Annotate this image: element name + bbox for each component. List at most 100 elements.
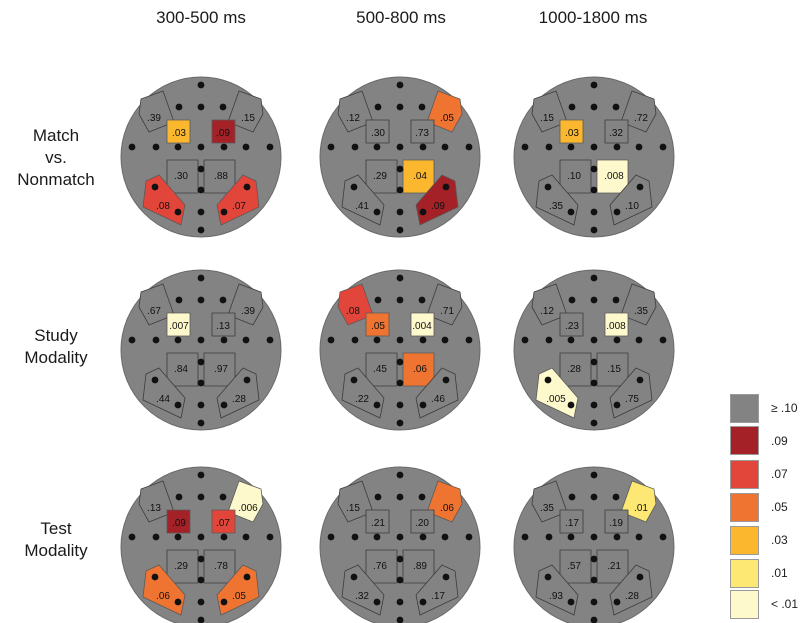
region-lp bbox=[559, 549, 592, 584]
electrode-dot bbox=[327, 336, 335, 344]
region-value-label: .28 bbox=[232, 394, 246, 405]
region-value-label: .29 bbox=[373, 171, 387, 182]
region-value-label: .21 bbox=[607, 561, 621, 572]
region-value-label: .32 bbox=[355, 591, 369, 602]
electrode-dot bbox=[396, 576, 404, 584]
electrode-dot bbox=[174, 533, 182, 541]
electrode-dot bbox=[613, 533, 621, 541]
region-value-label: .08 bbox=[156, 201, 170, 212]
electrode-dot bbox=[396, 336, 404, 344]
row-label-line: Study bbox=[34, 326, 78, 345]
electrode-dot bbox=[590, 296, 598, 304]
electrode-dot bbox=[544, 376, 552, 384]
legend-swatch-07 bbox=[730, 460, 759, 489]
electrode-dot bbox=[174, 208, 182, 216]
region-rc bbox=[410, 312, 435, 337]
electrode-dot bbox=[545, 533, 553, 541]
scalp-map: .12 .35 .23 .008 .28 .15 .005 .75 bbox=[513, 269, 675, 431]
electrode-dot bbox=[197, 296, 205, 304]
electrode-dot bbox=[396, 143, 404, 151]
region-value-label: .05 bbox=[232, 591, 246, 602]
electrode-dot bbox=[174, 336, 182, 344]
electrode-dot bbox=[590, 208, 598, 216]
scalp-map: .08 .71 .05 .004 .45 .06 .22 .46 bbox=[319, 269, 481, 431]
electrode-dot bbox=[396, 533, 404, 541]
electrode-dot bbox=[197, 576, 205, 584]
electrode-dot bbox=[567, 401, 575, 409]
electrode-dot bbox=[568, 493, 576, 501]
region-lp bbox=[166, 549, 199, 584]
electrode-dot bbox=[373, 401, 381, 409]
row-label-line: Modality bbox=[24, 541, 88, 560]
region-rc bbox=[211, 509, 236, 534]
electrode-dot bbox=[396, 401, 404, 409]
row-label-line: Test bbox=[40, 519, 72, 538]
region-la bbox=[337, 480, 374, 523]
region-value-label: .10 bbox=[567, 171, 581, 182]
region-rc bbox=[211, 119, 236, 144]
region-lc bbox=[559, 509, 584, 534]
region-value-label: .23 bbox=[565, 321, 579, 332]
region-value-label: .17 bbox=[431, 591, 445, 602]
region-value-label: .03 bbox=[172, 128, 186, 139]
electrode-dot bbox=[442, 183, 450, 191]
electrode-dot bbox=[590, 533, 598, 541]
electrode-dot bbox=[545, 336, 553, 344]
region-ra bbox=[227, 283, 264, 326]
electrode-dot bbox=[350, 573, 358, 581]
region-la bbox=[531, 480, 568, 523]
region-value-label: .41 bbox=[355, 201, 369, 212]
legend-swatch-lt01 bbox=[730, 590, 759, 619]
electrode-dot bbox=[220, 208, 228, 216]
region-value-label: .35 bbox=[540, 503, 554, 514]
electrode-dot bbox=[220, 598, 228, 606]
electrode-dot bbox=[612, 103, 620, 111]
electrode-dot bbox=[590, 274, 598, 282]
region-value-label: .21 bbox=[371, 518, 385, 529]
region-lp bbox=[559, 159, 592, 194]
region-value-label: .15 bbox=[540, 113, 554, 124]
region-value-label: .39 bbox=[241, 306, 255, 317]
region-value-label: .22 bbox=[355, 394, 369, 405]
region-value-label: .28 bbox=[567, 364, 581, 375]
electrode-dot bbox=[612, 296, 620, 304]
electrode-dot bbox=[613, 401, 621, 409]
electrode-dot bbox=[442, 376, 450, 384]
region-rc bbox=[410, 119, 435, 144]
region-value-label: .008 bbox=[606, 321, 626, 332]
electrode-dot bbox=[266, 533, 274, 541]
electrode-dot bbox=[590, 358, 598, 366]
electrode-dot bbox=[590, 419, 598, 427]
electrode-dot bbox=[590, 598, 598, 606]
region-value-label: .07 bbox=[232, 201, 246, 212]
region-la bbox=[337, 90, 374, 133]
legend-swatch-ns bbox=[730, 394, 759, 423]
region-value-label: .44 bbox=[156, 394, 170, 405]
region-ra bbox=[227, 90, 264, 133]
region-value-label: .71 bbox=[440, 306, 454, 317]
scalp-map: .39 .15 .03 .09 .30 .88 .08 .07 bbox=[120, 76, 282, 238]
electrode-dot bbox=[152, 143, 160, 151]
row-label-line: Match bbox=[32, 126, 80, 145]
row-label-study-modality: Study Modality bbox=[0, 325, 112, 369]
region-value-label: .30 bbox=[174, 171, 188, 182]
legend-label-ns: ≥ .10 bbox=[771, 401, 798, 415]
electrode-dot bbox=[521, 143, 529, 151]
electrode-dot bbox=[373, 143, 381, 151]
region-value-label: .15 bbox=[241, 113, 255, 124]
electrode-dot bbox=[396, 419, 404, 427]
electrode-dot bbox=[419, 401, 427, 409]
electrode-dot bbox=[152, 533, 160, 541]
region-value-label: .05 bbox=[440, 113, 454, 124]
electrode-dot bbox=[590, 493, 598, 501]
electrode-dot bbox=[197, 81, 205, 89]
electrode-dot bbox=[613, 598, 621, 606]
electrode-dot bbox=[396, 358, 404, 366]
electrode-dot bbox=[635, 533, 643, 541]
electrode-dot bbox=[418, 493, 426, 501]
electrode-dot bbox=[219, 296, 227, 304]
region-value-label: .006 bbox=[238, 503, 258, 514]
electrode-dot bbox=[396, 274, 404, 282]
region-value-label: .01 bbox=[634, 503, 648, 514]
electrode-dot bbox=[396, 103, 404, 111]
